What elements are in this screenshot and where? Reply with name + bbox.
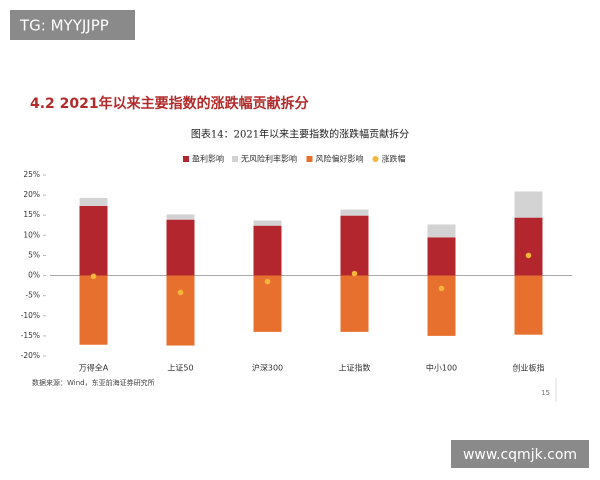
section-heading: 4.2 2021年以来主要指数的涨跌幅贡献拆分 — [30, 95, 309, 112]
y-tick-label: 0% — [28, 271, 40, 280]
x-tick-label: 沪深300 — [252, 363, 283, 373]
x-tick-label: 中小100 — [426, 363, 457, 373]
watermark: TG: MYYJJPP — [19, 17, 109, 35]
bar — [514, 217, 543, 276]
legend-label: 无风险利率影响 — [241, 154, 297, 164]
bar — [340, 275, 369, 332]
legend-swatch — [183, 156, 189, 162]
y-tick-label: -5% — [25, 291, 40, 300]
legend-swatch — [232, 156, 238, 162]
y-tick-label: -15% — [21, 331, 40, 340]
bar — [514, 191, 543, 218]
bar — [253, 220, 282, 226]
x-tick-label: 上证50 — [167, 364, 193, 373]
bar — [253, 225, 282, 276]
y-tick-label: -10% — [21, 311, 40, 320]
y-tick-label: 10% — [23, 230, 40, 239]
bar — [427, 275, 456, 336]
dot — [90, 273, 97, 280]
x-tick-label: 创业板指 — [513, 363, 545, 373]
dot — [351, 270, 358, 277]
watermark: www.cqmjk.com — [463, 447, 577, 463]
legend-label: 盈利影响 — [192, 154, 224, 164]
bar — [166, 214, 195, 220]
page-number: 15 — [541, 389, 550, 397]
y-tick-label: -20% — [21, 351, 40, 360]
dot — [438, 285, 445, 292]
bar — [427, 224, 456, 238]
legend-swatch — [372, 156, 379, 162]
bar — [514, 275, 543, 335]
dot — [525, 252, 532, 259]
source-note: 数据来源：Wind，东亚前海证券研究所 — [32, 378, 155, 387]
legend-swatch — [306, 156, 313, 162]
x-tick-label: 万得全A — [79, 363, 109, 373]
watermark-box — [451, 440, 589, 468]
dot — [177, 289, 184, 296]
chart-title: 图表14：2021年以来主要指数的涨跌幅贡献拆分 — [191, 128, 409, 141]
x-tick-label: 上证指数 — [339, 363, 371, 373]
legend-label: 涨跌幅 — [382, 154, 406, 164]
legend-label: 风险偏好影响 — [316, 154, 364, 164]
bar — [166, 219, 195, 276]
y-tick-label: 15% — [23, 210, 40, 219]
watermark-box — [10, 10, 135, 40]
y-tick-label: 5% — [28, 250, 40, 259]
bar — [166, 275, 195, 346]
dot — [264, 278, 271, 285]
bar — [253, 275, 282, 332]
bar — [427, 237, 456, 276]
y-tick-label: 25% — [23, 170, 40, 179]
bar — [79, 275, 108, 345]
bar — [340, 209, 369, 216]
bar — [79, 197, 108, 206]
bar — [340, 215, 369, 276]
y-tick-label: 20% — [23, 190, 40, 199]
bar — [79, 205, 108, 276]
